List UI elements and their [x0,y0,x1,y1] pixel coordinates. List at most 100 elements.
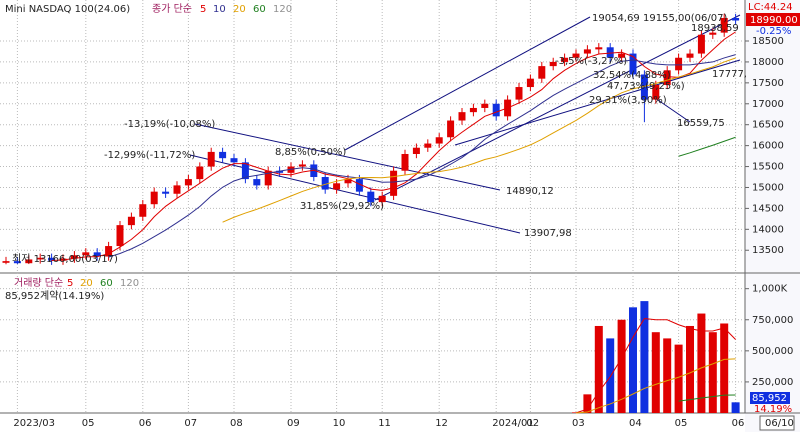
candle-body [583,49,591,54]
candle-body [13,261,21,264]
volume-bar [629,307,637,413]
last-volume: 85,952 [752,393,787,404]
candle-body [435,137,443,144]
last-change: -0.25% [756,26,791,37]
ma-legend: 60 [253,4,266,15]
y-tick-label: 13500 [752,245,784,256]
candle-body [2,261,10,263]
ma-legend: 5 [67,278,73,289]
candle-body [652,84,660,100]
candle-body [321,177,329,190]
candle-body [629,53,637,75]
moving-average [575,358,736,414]
x-tick-label: 2024/01 [492,418,534,429]
x-tick-label: 06 [139,418,152,429]
candle-body [401,153,409,171]
annotation: -12,99%(-11,72%) [104,150,195,161]
candle-body [207,151,215,167]
x-tick-label: 2023/03 [13,418,55,429]
candle-body [538,66,546,79]
ma-legend: 60 [100,278,113,289]
volume-summary: 85,952계약(14.19%) [5,290,104,302]
candle-body [458,112,466,121]
y-tick-label: 17500 [752,78,784,89]
candle-body [595,47,603,50]
y-tick-label: 250,000 [752,377,793,388]
volume-bar [720,323,729,413]
candle-body [561,57,569,62]
candle-body [697,34,705,54]
annotation: -13,19%(-10,08%) [124,119,215,130]
y-tick-label: 500,000 [752,346,793,357]
channel-line [654,97,691,123]
candle-body [116,225,124,247]
candle-body [82,252,90,256]
candle-body [230,158,238,163]
candle-body [720,17,728,33]
candle-body [298,164,306,167]
y-tick-label: 750,000 [752,315,793,326]
candle-body [663,70,671,85]
candle-body [48,257,56,261]
annotation: 18938,59 [691,23,739,34]
date-box [759,415,795,431]
y-tick-label: 18000 [752,57,784,68]
y-tick-label: 16500 [752,120,784,131]
ma-legend: 5 [200,4,206,15]
candle-body [70,255,78,259]
candle-body [184,179,192,186]
volume-bar [686,325,694,413]
candle-body [344,179,352,184]
x-tick-label: 11 [378,418,391,429]
annotation: 17777, [712,69,747,80]
y-tick-label: 17000 [752,99,784,110]
ma-legend: 20 [233,4,246,15]
x-tick-label: 05 [82,418,95,429]
y-tick-label: 14500 [752,203,784,214]
x-tick-label: 07 [184,418,197,429]
lc-label: LC:44.24 [748,2,793,13]
channel-line [374,14,741,201]
x-tick-label: 05 [675,418,688,429]
candle-body [367,191,375,203]
x-tick-label: 02 [526,418,539,429]
date-label: 06/10 [765,418,794,429]
x-tick-label: 09 [287,418,300,429]
moving-average [575,317,736,414]
annotation: 16559,75 [677,118,725,129]
candle-body [709,32,717,35]
chart-title: Mini NASDAQ 100(24.06) [5,4,130,15]
candle-body [675,57,683,71]
annotation: 47,73%(9,25%) [607,81,685,92]
candle-body [25,259,33,264]
annotation: 8,85%(0,50%) [275,147,346,158]
volume-bar [674,344,683,413]
y-tick-label: 14000 [752,224,784,235]
ma-legend: 20 [80,278,93,289]
candle-body [481,103,489,108]
candle-body [241,162,249,180]
candle-body [412,147,420,154]
candle-body [162,191,170,194]
volume-bar [663,338,672,413]
candle-body [572,53,580,58]
candle-body [492,103,500,117]
annotation: 최저 13166,00(03/17) [12,253,118,265]
candle-body [469,107,477,113]
candle-body [355,179,363,192]
candle-body [640,74,648,100]
candle-body [127,216,135,226]
axis-pane [745,0,800,432]
ma-legend: 120 [273,4,292,15]
y-tick-label: 1,000K [752,284,788,295]
candle-body [36,257,44,260]
last-pct: 14.19% [754,404,792,415]
ma-legend: 120 [120,278,139,289]
annotation: 32,54%(4,88%) [593,70,671,81]
last-price: 18990.00 [750,15,798,26]
candle-body [219,151,227,159]
candle-body [93,252,101,257]
annotation: -3,5%(-3,27%) [555,56,627,67]
volume-bar [708,332,717,413]
